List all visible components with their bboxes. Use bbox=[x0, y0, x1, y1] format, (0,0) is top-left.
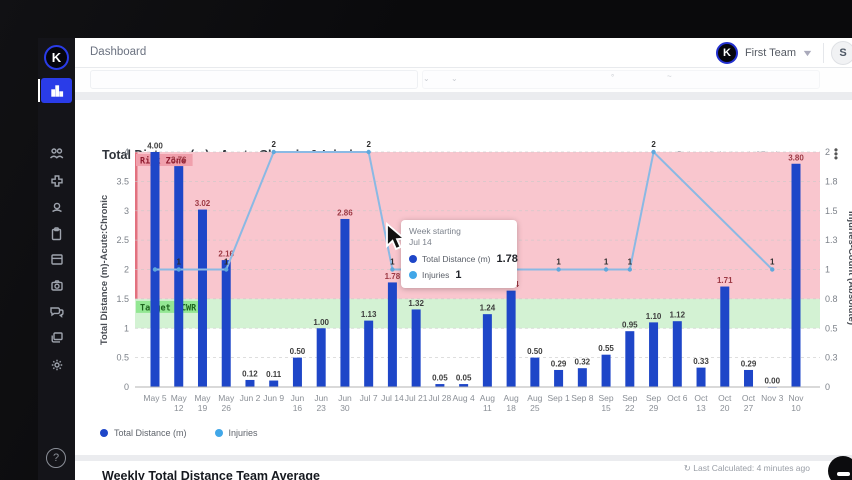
legend-dot bbox=[214, 429, 223, 437]
filter-bar: ⌄ ⌄ ° ~ bbox=[75, 68, 852, 92]
chart-tooltip: Week starting Jul 14 Total Distance (m) … bbox=[401, 220, 518, 288]
settings-icon bbox=[51, 359, 62, 370]
top-bar: Dashboard K First Team ▼ S bbox=[75, 38, 852, 68]
tooltip-row: Injuries 1 bbox=[409, 269, 509, 281]
camera-icon bbox=[50, 280, 63, 291]
tooltip-date: Jul 14 bbox=[409, 237, 432, 248]
section-gap bbox=[75, 455, 852, 461]
sidebar-item-alerts[interactable] bbox=[41, 194, 72, 219]
sidebar-item-collections[interactable] bbox=[41, 325, 72, 350]
filter-input-ghost[interactable] bbox=[90, 70, 418, 89]
weekly-average-title: Weekly Total Distance Team Average bbox=[102, 469, 320, 480]
series-dot bbox=[409, 254, 417, 263]
messages-icon bbox=[50, 307, 64, 318]
refresh-icon[interactable]: ↻ bbox=[677, 150, 686, 161]
collections-icon bbox=[51, 332, 63, 343]
filter-glyph: ⌄ bbox=[451, 74, 458, 83]
sidebar-item-messages[interactable] bbox=[41, 299, 72, 324]
brand-logo[interactable]: K bbox=[44, 45, 69, 70]
sidebar: K bbox=[38, 38, 75, 480]
sidebar-item-media[interactable] bbox=[41, 273, 72, 298]
filter-glyph: ° bbox=[611, 73, 615, 82]
filter-input-ghost[interactable] bbox=[422, 70, 820, 89]
section-gap bbox=[75, 92, 852, 100]
page-title: Dashboard bbox=[90, 46, 147, 58]
legend-item-injuries[interactable]: Injuries bbox=[214, 428, 258, 438]
user-avatar[interactable]: S bbox=[831, 41, 852, 65]
series-dot bbox=[409, 270, 417, 279]
weekly-average-card: Weekly Total Distance Team Average ↻ Las… bbox=[75, 456, 852, 480]
planner-icon bbox=[50, 254, 63, 265]
sidebar-item-planning[interactable] bbox=[41, 247, 72, 272]
legend-label: Injuries bbox=[228, 428, 258, 438]
chat-widget-button[interactable] bbox=[828, 456, 852, 480]
sidebar-item-medical[interactable] bbox=[41, 168, 72, 193]
legend-label: Total Distance (m) bbox=[114, 428, 187, 438]
card-menu-button[interactable]: • • • bbox=[833, 143, 839, 165]
sidebar-item-settings[interactable] bbox=[41, 352, 72, 377]
legend-dot bbox=[100, 429, 108, 437]
chart-legend: Total Distance (m) Injuries bbox=[100, 428, 258, 438]
team-selector[interactable]: K First Team ▼ S bbox=[715, 41, 852, 65]
sidebar-item-team[interactable] bbox=[41, 141, 72, 166]
sidebar-item-analytics[interactable] bbox=[38, 78, 72, 103]
tooltip-header: Week starting bbox=[409, 226, 461, 236]
team-logo-icon: K bbox=[715, 42, 738, 64]
help-button[interactable]: ? bbox=[46, 448, 66, 468]
tooltip-row: Total Distance (m) 1.78 bbox=[409, 253, 518, 265]
sidebar-item-forms[interactable] bbox=[41, 221, 72, 246]
medical-plus-icon bbox=[50, 174, 63, 187]
last-calculated-badge-2: ↻ Last Calculated: 4 minutes ago bbox=[683, 463, 810, 473]
legend-item-total-distance[interactable]: Total Distance (m) bbox=[100, 428, 187, 438]
alerts-icon bbox=[51, 202, 62, 212]
chart-title: Total Distance (m) - Acute:Chronic & Inj… bbox=[102, 148, 367, 162]
filter-glyph: ⌄ bbox=[423, 74, 430, 83]
analytics-icon bbox=[50, 84, 63, 97]
last-calculated-badge: ↻ Last Calculated: 27 minutes ago bbox=[677, 150, 817, 161]
chat-minimize-icon bbox=[836, 472, 850, 476]
divider bbox=[823, 43, 824, 63]
team-icon bbox=[50, 148, 64, 159]
team-selector-label: First Team bbox=[744, 47, 797, 59]
filter-glyph: ~ bbox=[667, 72, 672, 81]
mouse-cursor bbox=[386, 222, 407, 251]
clipboard-icon bbox=[51, 226, 62, 240]
chevron-down-icon: ▼ bbox=[801, 48, 814, 58]
refresh-icon: ↻ bbox=[683, 463, 691, 473]
